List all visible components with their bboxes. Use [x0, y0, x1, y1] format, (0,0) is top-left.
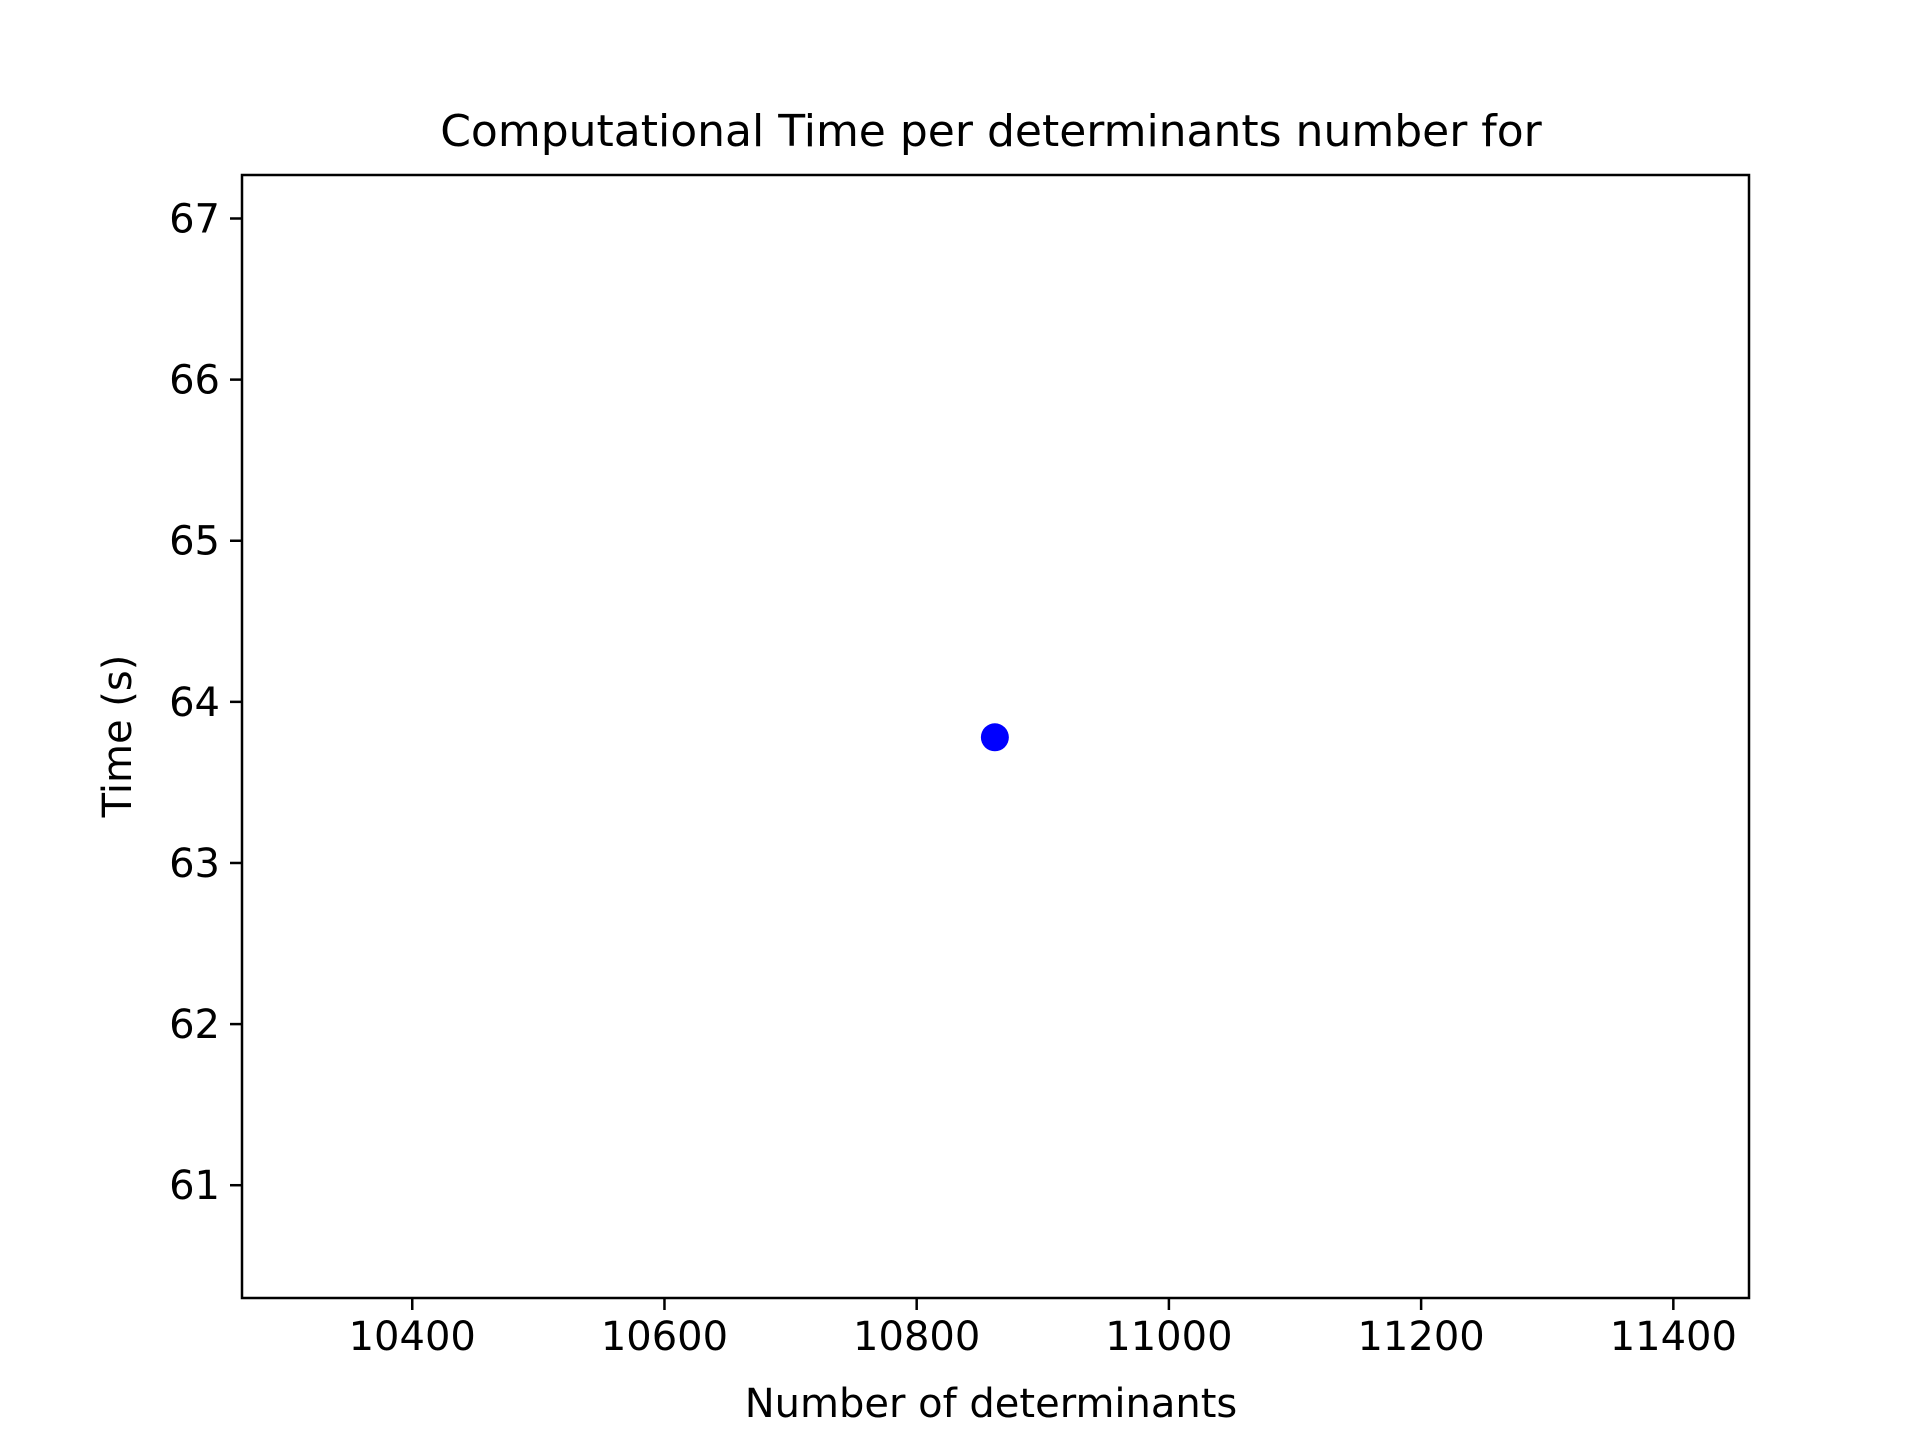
- y-tick-label-62: 62: [169, 1002, 220, 1048]
- chart-title: Computational Time per determinants numb…: [440, 106, 1542, 157]
- x-axis-label: Number of determinants: [745, 1381, 1238, 1427]
- axes-frame: [240, 173, 1751, 1300]
- data-point-0-0: [980, 723, 1009, 752]
- x-tick-label-11000: 11000: [1105, 1314, 1232, 1360]
- x-tick-label-10400: 10400: [349, 1314, 476, 1360]
- x-tick-label-10600: 10600: [601, 1314, 728, 1360]
- y-tick-label-66: 66: [169, 358, 220, 404]
- y-tick-label-64: 64: [169, 680, 220, 726]
- y-tick-label-63: 63: [169, 841, 220, 887]
- y-axis-label: Time (s): [95, 655, 141, 819]
- x-tick-label-10800: 10800: [853, 1314, 980, 1360]
- y-tick-label-65: 65: [169, 519, 220, 565]
- x-tick-label-11200: 11200: [1357, 1314, 1484, 1360]
- x-tick-label-11400: 11400: [1610, 1314, 1737, 1360]
- y-tick-label-67: 67: [169, 197, 220, 243]
- y-tick-label-61: 61: [169, 1163, 220, 1209]
- plot-area: 10400 10600 10800 11000 11200 11400 61 62 63 64 65…: [169, 173, 1751, 1360]
